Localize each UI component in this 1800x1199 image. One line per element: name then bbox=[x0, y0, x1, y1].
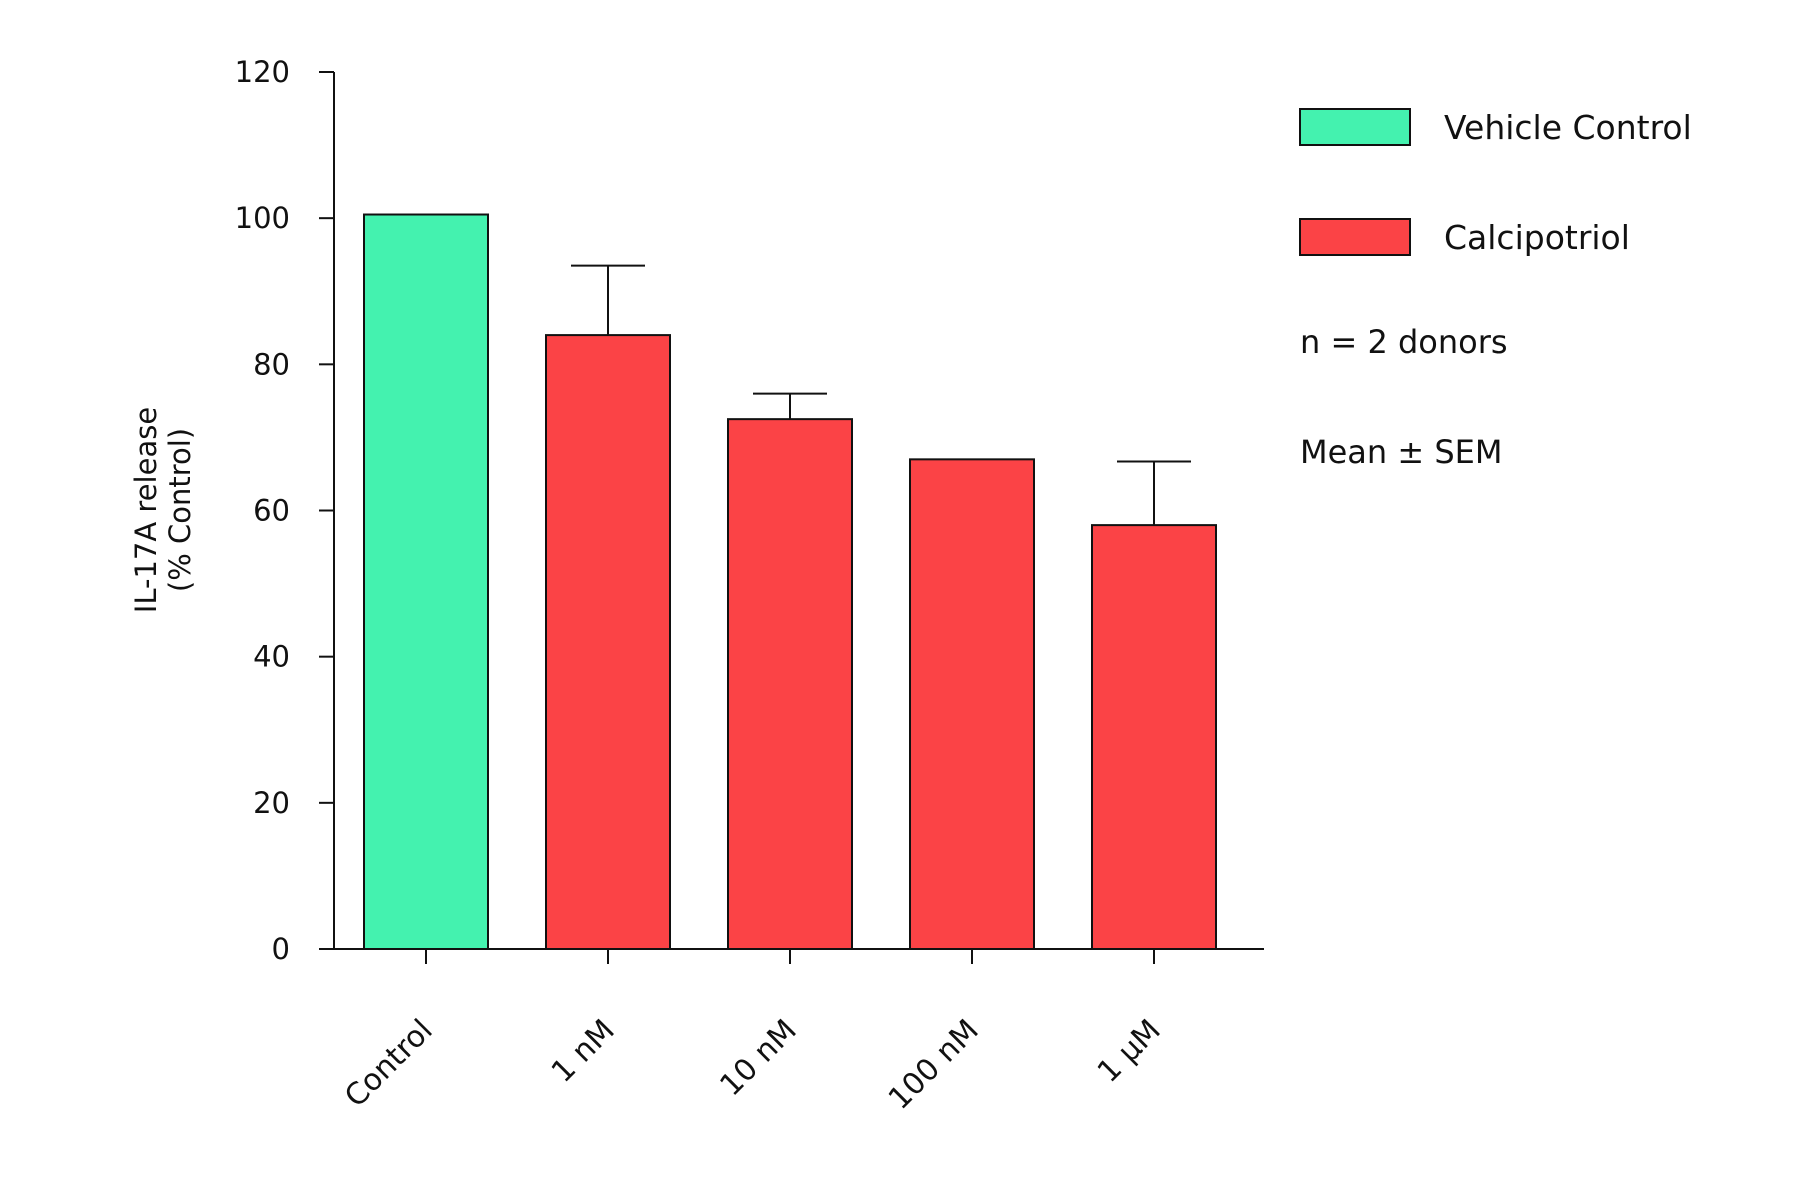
bar-4 bbox=[1091, 524, 1217, 950]
legend-label: Vehicle Control bbox=[1444, 108, 1692, 147]
x-tick-label: 10 nM bbox=[713, 1013, 803, 1103]
y-tick-label: 80 bbox=[253, 347, 290, 381]
legend-note: n = 2 donors bbox=[1300, 323, 1508, 361]
y-tick-label: 0 bbox=[272, 932, 290, 966]
bar-3 bbox=[909, 458, 1035, 950]
y-tick-label: 100 bbox=[235, 201, 290, 235]
bar-1 bbox=[545, 334, 671, 951]
legend-swatch bbox=[1299, 108, 1411, 146]
legend-note: Mean ± SEM bbox=[1300, 433, 1502, 471]
bar-0 bbox=[363, 213, 489, 950]
bar-2 bbox=[727, 418, 853, 951]
y-axis: 0 20 40 60 80 100 120 bbox=[235, 55, 335, 966]
x-tick-label: 100 nM bbox=[882, 1013, 986, 1117]
error-bars bbox=[571, 264, 1191, 526]
x-axis bbox=[319, 948, 1264, 964]
legend-label: Calcipotriol bbox=[1444, 218, 1630, 257]
category-labels: Control 1 nM 10 nM 100 nM 1 µM bbox=[338, 1013, 1167, 1117]
x-tick-label: 1 µM bbox=[1091, 1013, 1168, 1090]
y-tick-label: 120 bbox=[235, 55, 290, 89]
legend-swatch bbox=[1299, 218, 1411, 256]
y-axis-title-line: (% Control) bbox=[163, 428, 197, 592]
y-axis-title: IL-17A release (% Control) bbox=[129, 407, 197, 613]
bars bbox=[363, 213, 1217, 951]
x-tick-label: 1 nM bbox=[545, 1013, 622, 1090]
y-tick-label: 40 bbox=[253, 640, 290, 674]
y-tick-label: 60 bbox=[253, 494, 290, 528]
x-tick-label: Control bbox=[338, 1013, 439, 1114]
legend: Vehicle Control Calcipotriol n = 2 donors M… bbox=[1299, 108, 1692, 471]
y-tick-label: 20 bbox=[253, 786, 290, 820]
y-axis-title-line: IL-17A release bbox=[129, 407, 163, 613]
